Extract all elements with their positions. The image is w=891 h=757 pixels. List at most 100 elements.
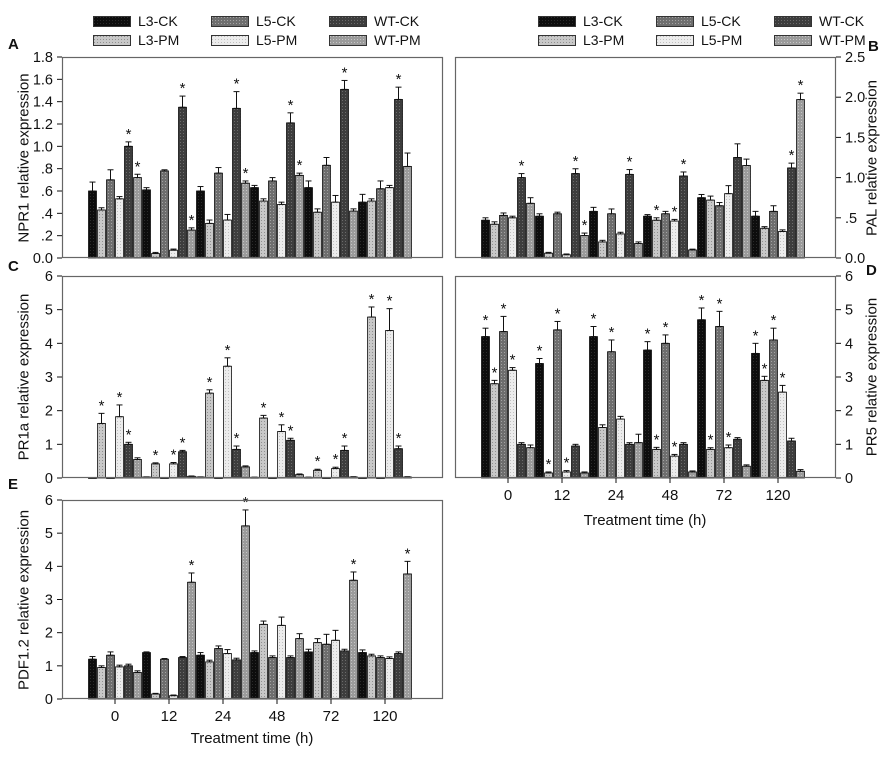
svg-text:.5: .5 bbox=[845, 211, 857, 227]
svg-text:.2: .2 bbox=[41, 229, 53, 245]
svg-text:0: 0 bbox=[45, 471, 53, 487]
legend-item-l3-pm: L3-PM bbox=[93, 32, 211, 48]
svg-text:*: * bbox=[126, 426, 132, 443]
svg-text:*: * bbox=[396, 71, 402, 88]
svg-text:*: * bbox=[591, 311, 597, 328]
svg-text:*: * bbox=[261, 399, 267, 416]
svg-text:*: * bbox=[288, 97, 294, 114]
svg-text:*: * bbox=[762, 360, 768, 377]
svg-text:*: * bbox=[396, 430, 402, 447]
svg-text:*: * bbox=[207, 374, 213, 391]
svg-text:0: 0 bbox=[45, 692, 53, 708]
legend-swatch-l5-pm bbox=[656, 34, 694, 46]
svg-text:*: * bbox=[681, 156, 687, 173]
svg-text:6: 6 bbox=[845, 269, 853, 285]
svg-text:1: 1 bbox=[45, 659, 53, 675]
svg-text:1.0: 1.0 bbox=[33, 139, 53, 155]
svg-text:*: * bbox=[135, 158, 141, 175]
svg-text:6: 6 bbox=[45, 269, 53, 285]
svg-text:.8: .8 bbox=[41, 162, 53, 178]
svg-text:1.2: 1.2 bbox=[33, 117, 53, 133]
legend-swatch-wt-pm bbox=[774, 34, 812, 46]
svg-text:*: * bbox=[654, 431, 660, 448]
svg-text:0: 0 bbox=[504, 487, 512, 504]
svg-text:2: 2 bbox=[45, 626, 53, 642]
svg-text:*: * bbox=[234, 76, 240, 93]
svg-text:*: * bbox=[771, 312, 777, 329]
svg-text:1: 1 bbox=[845, 437, 853, 453]
svg-text:*: * bbox=[126, 126, 132, 143]
legend-swatch-l5-pm bbox=[211, 34, 249, 46]
svg-text:*: * bbox=[342, 64, 348, 81]
svg-text:48: 48 bbox=[269, 708, 286, 725]
svg-text:3: 3 bbox=[45, 370, 53, 386]
legend-item-l5-ck: L5-CK bbox=[211, 13, 329, 29]
panel-letter-e: E bbox=[8, 476, 19, 493]
legend-label: L5-PM bbox=[701, 32, 743, 48]
svg-text:6: 6 bbox=[45, 493, 53, 509]
svg-text:0: 0 bbox=[111, 708, 119, 725]
svg-text:*: * bbox=[333, 451, 339, 468]
svg-text:*: * bbox=[663, 319, 669, 336]
svg-text:*: * bbox=[297, 157, 303, 174]
svg-text:1: 1 bbox=[45, 437, 53, 453]
legend-label: WT-CK bbox=[374, 13, 420, 29]
svg-text:0: 0 bbox=[845, 471, 853, 487]
legend-item-wt-ck: WT-CK bbox=[774, 13, 891, 29]
svg-text:4: 4 bbox=[45, 336, 53, 352]
panel-letter-c: C bbox=[8, 258, 19, 275]
svg-text:2: 2 bbox=[845, 404, 853, 420]
svg-text:*: * bbox=[189, 557, 195, 574]
svg-text:*: * bbox=[189, 212, 195, 229]
svg-text:12: 12 bbox=[161, 708, 178, 725]
legend-swatch-l5-ck bbox=[656, 15, 694, 27]
svg-text:*: * bbox=[564, 455, 570, 472]
legend-item-l5-pm: L5-PM bbox=[656, 32, 774, 48]
svg-text:*: * bbox=[717, 295, 723, 312]
legend-item-l3-ck: L3-CK bbox=[93, 13, 211, 29]
svg-text:24: 24 bbox=[215, 708, 232, 725]
legend-item-l5-ck: L5-CK bbox=[656, 13, 774, 29]
svg-text:24: 24 bbox=[608, 487, 625, 504]
svg-text:*: * bbox=[798, 77, 804, 94]
svg-text:*: * bbox=[672, 203, 678, 220]
legend-swatch-wt-pm bbox=[329, 34, 367, 46]
legend-swatch-l3-pm bbox=[93, 34, 131, 46]
legend-swatch-l3-pm bbox=[538, 34, 576, 46]
svg-text:2.5: 2.5 bbox=[845, 50, 865, 66]
svg-text:120: 120 bbox=[765, 487, 790, 504]
svg-text:*: * bbox=[243, 165, 249, 182]
svg-text:*: * bbox=[582, 217, 588, 234]
svg-text:1.8: 1.8 bbox=[33, 50, 53, 66]
svg-text:*: * bbox=[225, 342, 231, 359]
legend-label: WT-PM bbox=[374, 32, 421, 48]
svg-text:*: * bbox=[243, 494, 249, 511]
svg-text:*: * bbox=[180, 434, 186, 451]
svg-text:120: 120 bbox=[372, 708, 397, 725]
svg-text:*: * bbox=[117, 389, 123, 406]
svg-text:72: 72 bbox=[716, 487, 733, 504]
legend-label: L3-PM bbox=[138, 32, 180, 48]
svg-text:*: * bbox=[699, 292, 705, 309]
svg-text:*: * bbox=[780, 369, 786, 386]
legend-label: WT-CK bbox=[819, 13, 865, 29]
svg-text:*: * bbox=[555, 305, 561, 322]
svg-text:*: * bbox=[369, 291, 375, 308]
legend-label: L3-CK bbox=[583, 13, 623, 29]
svg-text:0.0: 0.0 bbox=[845, 251, 865, 267]
legend-label: WT-PM bbox=[819, 32, 866, 48]
legend-panel-a: L3-CK L5-CK WT-CK L3-PM L5-PM WT-PM bbox=[93, 13, 447, 48]
svg-text:2: 2 bbox=[45, 404, 53, 420]
svg-text:*: * bbox=[537, 342, 543, 359]
svg-text:*: * bbox=[288, 422, 294, 439]
svg-text:*: * bbox=[519, 158, 525, 175]
svg-text:.6: .6 bbox=[41, 184, 53, 200]
svg-text:*: * bbox=[405, 545, 411, 562]
svg-text:*: * bbox=[645, 326, 651, 343]
svg-text:*: * bbox=[501, 300, 507, 317]
y-axis-title-npr1: NPR1 relative expression bbox=[15, 73, 33, 243]
y-axis-title-pdf12: PDF1.2 relative expression bbox=[15, 509, 33, 691]
